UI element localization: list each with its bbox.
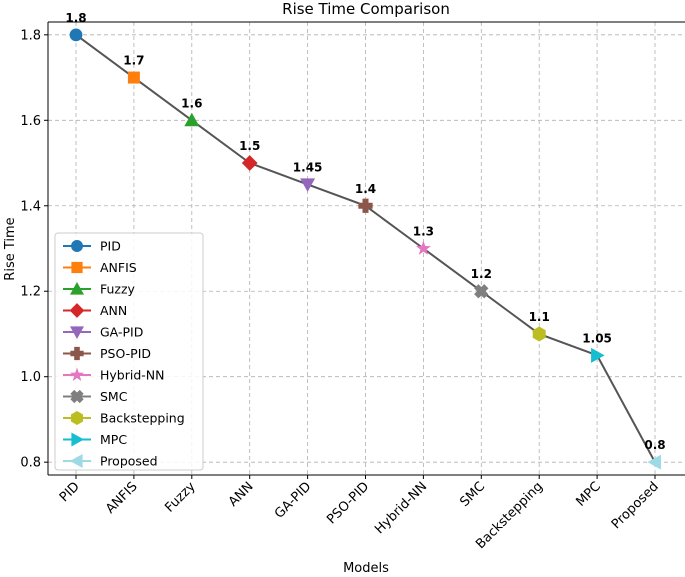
legend-marker-9 [71,432,84,447]
y-axis-title: Rise Time [3,217,18,280]
x-tick-label-2: Fuzzy [162,479,199,516]
y-tick-label-1: 1.0 [20,370,41,385]
x-tick-label-3: ANN [226,479,257,510]
x-tick-label-1: ANFIS [103,479,141,517]
legend-label-6: Hybrid-NN [100,368,165,383]
data-point-hybrid-nn [415,240,431,255]
legend-marker-3 [69,303,85,318]
x-tick-label-4: GA-PID [272,479,314,521]
chart-title: Rise Time Comparison [282,0,450,18]
x-axis-title: Models [343,561,389,576]
y-tick-label-5: 1.8 [20,28,41,43]
y-tick-label-4: 1.6 [20,114,41,129]
legend-marker-1 [71,261,83,274]
data-point-smc [474,284,489,299]
data-label-9: 1.05 [582,331,612,345]
legend-label-4: GA-PID [100,325,143,340]
legend-label-0: PID [100,239,121,254]
y-tick-label-2: 1.2 [20,285,41,300]
data-point-ga-pid [300,178,316,192]
y-tick-label-0: 0.8 [20,456,41,471]
x-tick-label-0: PID [57,479,83,505]
legend-marker-5 [70,346,84,361]
legend-marker-7 [70,389,84,404]
data-point-proposed [647,454,661,470]
data-label-6: 1.3 [413,225,434,239]
x-tick-label-7: SMC [457,479,488,510]
data-point-pid [69,28,83,42]
data-label-0: 1.8 [65,11,86,25]
x-tick-label-9: MPC [573,479,604,510]
data-label-10: 0.8 [644,438,665,452]
data-label-2: 1.6 [181,96,202,110]
data-point-mpc [591,347,605,363]
data-label-5: 1.4 [355,182,376,196]
y-tick-label-3: 1.4 [20,199,41,214]
legend-label-9: MPC [100,432,127,447]
legend-marker-6 [70,367,84,381]
data-label-1: 1.7 [123,54,144,68]
x-tick-label-10: Proposed [609,479,662,532]
legend-label-5: PSO-PID [100,346,151,361]
data-label-7: 1.2 [471,267,492,281]
data-label-8: 1.1 [529,310,550,324]
legend-box [54,232,204,471]
legend-label-7: SMC [100,389,128,404]
data-label-3: 1.5 [239,139,260,153]
data-point-anfis [127,71,140,84]
data-point-ann [241,155,258,171]
legend-marker-10 [70,454,83,468]
x-tick-label-5: PSO-PID [324,479,372,527]
legend-marker-0 [71,240,83,252]
data-point-backstepping [532,326,546,342]
x-tick-label-6: Hybrid-NN [372,479,430,537]
data-point-pso-pid [358,198,373,213]
legend-label-1: ANFIS [100,260,137,275]
legend-marker-8 [70,411,84,425]
legend-label-10: Proposed [100,454,158,469]
legend-marker-2 [70,282,84,295]
legend-marker-4 [70,326,84,339]
legend-label-3: ANN [100,303,127,318]
data-label-4: 1.45 [293,160,323,174]
legend-label-8: Backstepping [100,411,185,426]
data-point-fuzzy [184,112,200,127]
legend-label-2: Fuzzy [100,282,136,297]
